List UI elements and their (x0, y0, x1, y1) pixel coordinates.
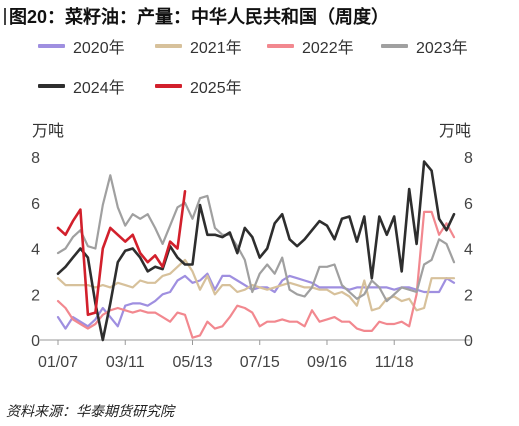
y-tick-right-0: 0 (464, 333, 473, 350)
source-note: 资料来源：华泰期货研究院 (6, 403, 174, 419)
x-tick-label-3: 07/15 (240, 354, 280, 371)
legend-label: 2022年 (302, 40, 354, 57)
series-line-2024年 (56, 160, 456, 342)
y-tick-right-3: 6 (464, 196, 473, 213)
y-axis-label-right: 万吨 (439, 123, 472, 140)
legend-item-3: 2023年 (381, 34, 468, 58)
series-line-2023年 (56, 174, 456, 303)
legend-item-5: 2025年 (155, 74, 242, 98)
legend-swatch (381, 44, 408, 48)
legend-label: 2023年 (416, 40, 468, 57)
chart-title-text: 图20：菜籽油：产量：中华人民共和国（周度） (9, 7, 390, 27)
y-tick-right-1: 2 (464, 287, 473, 304)
y-tick-left-0: 0 (31, 333, 40, 350)
y-tick-left-4: 8 (31, 150, 40, 167)
y-tick-right-2: 4 (464, 242, 473, 259)
legend-swatch (155, 44, 182, 48)
series-line-2025年 (56, 190, 187, 317)
title-marker (4, 8, 6, 25)
series-line-2021年 (56, 258, 456, 312)
legend-swatch (38, 44, 65, 48)
chart-title: 图20：菜籽油：产量：中华人民共和国（周度） (4, 3, 389, 29)
y-tick-left-3: 6 (31, 196, 40, 213)
y-tick-right-4: 8 (464, 150, 473, 167)
legend-swatch (267, 44, 294, 48)
legend-swatch (155, 84, 182, 88)
x-tick-label-1: 03/11 (106, 354, 145, 371)
y-tick-left-2: 4 (31, 242, 40, 259)
legend-label: 2025年 (190, 80, 242, 97)
x-tick-label-2: 05/13 (172, 354, 212, 371)
series-line-2022年 (56, 210, 456, 339)
legend-item-2: 2022年 (267, 34, 354, 58)
x-tick-label-0: 01/07 (38, 354, 78, 371)
legend-item-4: 2024年 (38, 74, 125, 98)
legend-label: 2021年 (190, 40, 242, 57)
legend-label: 2020年 (73, 40, 125, 57)
legend-item-0: 2020年 (38, 34, 125, 58)
legend-item-1: 2021年 (155, 34, 242, 58)
y-axis-label-left: 万吨 (32, 123, 65, 140)
x-tick-label-5: 11/18 (375, 354, 414, 371)
legend-swatch (38, 84, 65, 88)
legend-label: 2024年 (73, 80, 125, 97)
y-tick-left-1: 2 (31, 287, 40, 304)
x-tick-label-4: 09/16 (307, 354, 347, 371)
